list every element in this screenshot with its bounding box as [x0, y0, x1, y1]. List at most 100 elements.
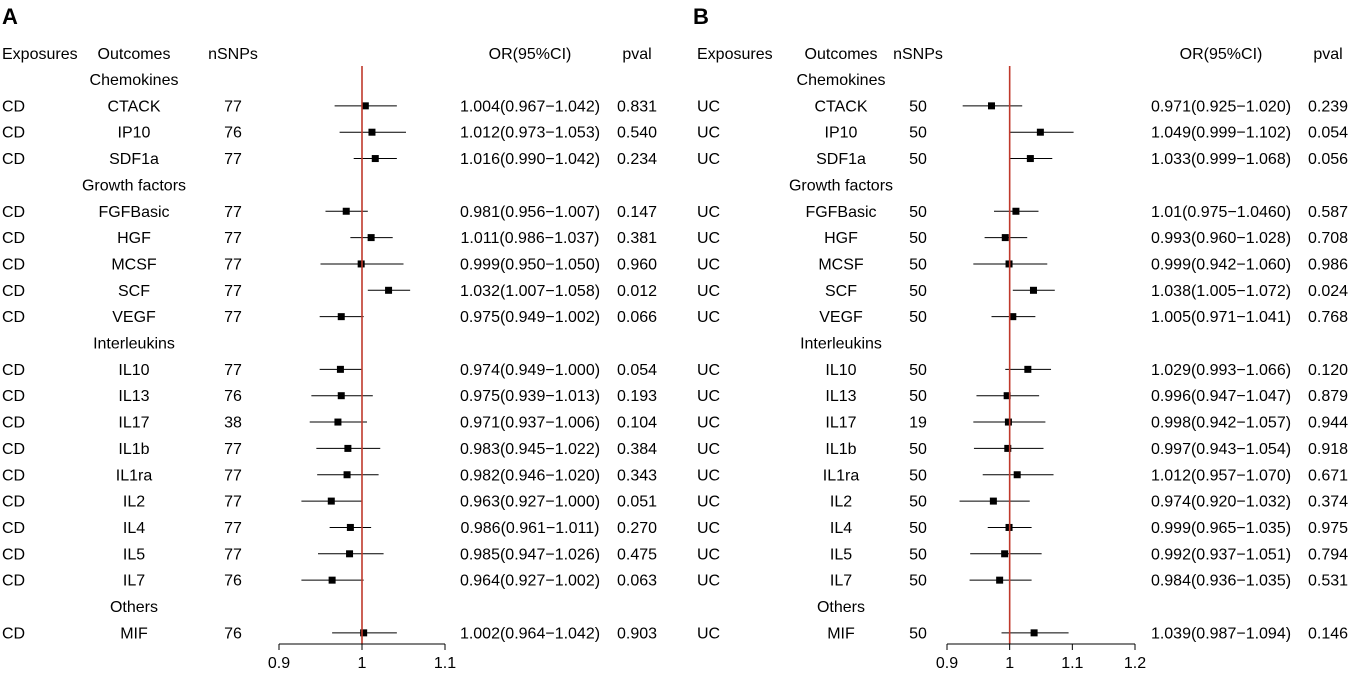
header-outcomes: Outcomes	[805, 46, 878, 63]
outcome-cell: IL1b	[825, 441, 856, 458]
outcome-cell: MCSF	[818, 256, 864, 273]
or-ci-cell: 0.981(0.956−1.007)	[460, 204, 600, 221]
or-ci-cell: 1.01(0.975−1.0460)	[1151, 204, 1291, 221]
outcome-cell: SDF1a	[109, 151, 159, 168]
exposure-cell: UC	[697, 494, 720, 511]
pval-cell: 0.918	[1308, 441, 1348, 458]
or-ci-cell: 0.997(0.943−1.054)	[1151, 441, 1291, 458]
group-label: Chemokines	[90, 72, 179, 89]
pval-cell: 0.384	[617, 441, 657, 458]
pval-cell: 0.374	[1308, 494, 1348, 511]
exposure-cell: UC	[697, 520, 720, 537]
or-ci-cell: 1.029(0.993−1.066)	[1151, 362, 1291, 379]
exposure-cell: CD	[2, 520, 25, 537]
outcome-cell: IP10	[825, 125, 858, 142]
exposure-cell: UC	[697, 625, 720, 642]
nsnps-cell: 76	[224, 625, 242, 642]
header-nsnps: nSNPs	[893, 46, 943, 63]
outcome-cell: IL2	[830, 494, 852, 511]
nsnps-cell: 77	[224, 98, 242, 115]
exposure-cell: CD	[2, 125, 25, 142]
exposure-cell: CD	[2, 467, 25, 484]
pval-cell: 0.063	[617, 573, 657, 590]
pval-cell: 0.343	[617, 467, 657, 484]
exposure-cell: CD	[2, 230, 25, 247]
header-pval: pval	[622, 46, 651, 63]
exposure-cell: UC	[697, 441, 720, 458]
or-ci-cell: 0.974(0.949−1.000)	[460, 362, 600, 379]
exposure-cell: UC	[697, 125, 720, 142]
pval-cell: 0.531	[1308, 573, 1348, 590]
outcome-cell: IL5	[830, 546, 852, 563]
nsnps-cell: 77	[224, 309, 242, 326]
pval-cell: 0.986	[1308, 256, 1348, 273]
or-ci-cell: 1.002(0.964−1.042)	[460, 625, 600, 642]
pval-cell: 0.051	[617, 494, 657, 511]
pval-cell: 0.879	[1308, 388, 1348, 405]
or-point-marker	[1024, 365, 1032, 373]
pval-cell: 0.104	[617, 415, 657, 432]
or-point-marker	[336, 365, 344, 373]
exposure-cell: UC	[697, 546, 720, 563]
outcome-cell: FGFBasic	[805, 204, 876, 221]
or-ci-cell: 1.038(1.005−1.072)	[1151, 283, 1291, 300]
nsnps-cell: 50	[909, 309, 927, 326]
or-point-marker	[346, 550, 354, 558]
header-or: OR(95%CI)	[1180, 46, 1263, 63]
group-label: Others	[817, 599, 865, 616]
exposure-cell: UC	[697, 415, 720, 432]
or-ci-cell: 0.996(0.947−1.047)	[1151, 388, 1291, 405]
outcome-cell: IL17	[825, 415, 856, 432]
or-point-marker	[1003, 392, 1011, 400]
outcome-cell: HGF	[824, 230, 858, 247]
outcome-cell: IL1ra	[823, 467, 860, 484]
or-ci-cell: 0.964(0.927−1.002)	[460, 573, 600, 590]
or-ci-cell: 1.004(0.967−1.042)	[460, 98, 600, 115]
outcome-cell: IL13	[825, 388, 856, 405]
nsnps-cell: 77	[224, 441, 242, 458]
outcome-cell: MCSF	[111, 256, 157, 273]
exposure-cell: CD	[2, 98, 25, 115]
exposure-cell: UC	[697, 388, 720, 405]
exposure-cell: UC	[697, 230, 720, 247]
panel-a: A Exposures Outcomes nSNPs OR(95%CI) pval Chem…	[2, 4, 657, 672]
nsnps-cell: 50	[909, 441, 927, 458]
exposure-cell: CD	[2, 204, 25, 221]
pval-cell: 0.975	[1308, 520, 1348, 537]
pval-cell: 0.066	[617, 309, 657, 326]
pval-cell: 0.270	[617, 520, 657, 537]
or-ci-cell: 0.999(0.965−1.035)	[1151, 520, 1291, 537]
or-point-marker	[346, 523, 354, 531]
or-point-marker	[1001, 234, 1009, 242]
outcome-cell: SDF1a	[816, 151, 866, 168]
exposure-cell: CD	[2, 283, 25, 300]
outcome-cell: MIF	[120, 625, 148, 642]
nsnps-cell: 50	[909, 520, 927, 537]
pval-cell: 0.475	[617, 546, 657, 563]
or-ci-cell: 1.011(0.986−1.037)	[461, 230, 600, 247]
nsnps-cell: 50	[909, 467, 927, 484]
nsnps-cell: 77	[224, 467, 242, 484]
nsnps-cell: 76	[224, 125, 242, 142]
outcome-cell: IL1ra	[116, 467, 153, 484]
nsnps-cell: 77	[224, 362, 242, 379]
exposure-cell: CD	[2, 309, 25, 326]
or-point-marker	[361, 102, 369, 110]
nsnps-cell: 76	[224, 388, 242, 405]
nsnps-cell: 38	[224, 415, 242, 432]
or-point-marker	[1029, 286, 1037, 294]
exposure-cell: UC	[697, 204, 720, 221]
x-tick-label: 1.2	[1124, 655, 1146, 672]
outcome-cell: IL1b	[118, 441, 149, 458]
exposure-cell: CD	[2, 625, 25, 642]
x-tick-label: 0.9	[268, 655, 290, 672]
exposure-cell: UC	[697, 256, 720, 273]
nsnps-cell: 50	[909, 151, 927, 168]
outcome-cell: IL10	[825, 362, 856, 379]
group-label: Interleukins	[800, 336, 882, 353]
exposure-cell: CD	[2, 256, 25, 273]
exposure-cell: UC	[697, 151, 720, 168]
or-point-marker	[1001, 550, 1009, 558]
or-ci-cell: 0.999(0.942−1.060)	[1151, 256, 1291, 273]
nsnps-cell: 50	[909, 546, 927, 563]
